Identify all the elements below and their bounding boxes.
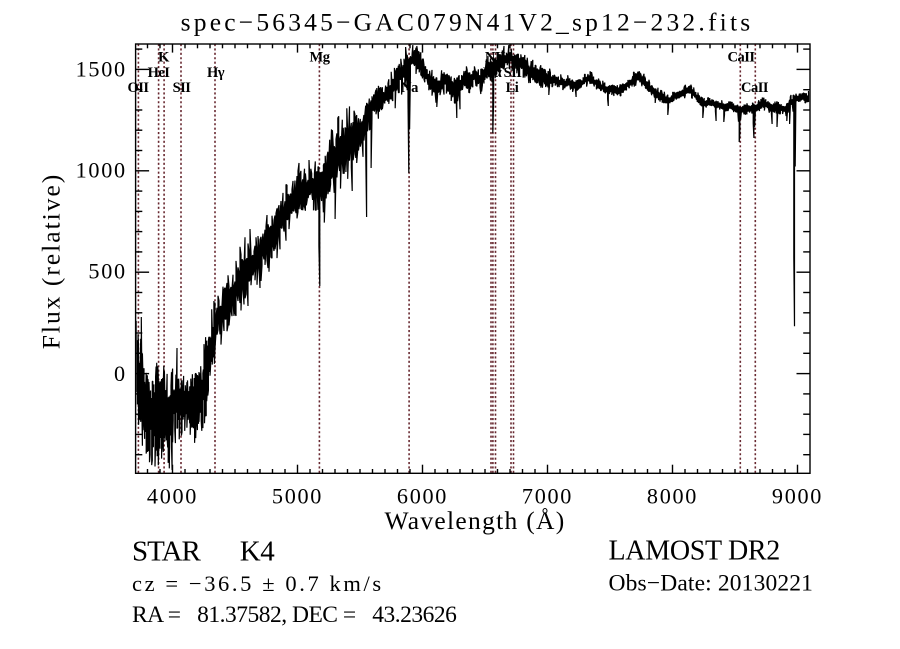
svg-text:SII: SII bbox=[504, 65, 523, 81]
svg-text:5000: 5000 bbox=[272, 484, 323, 509]
svg-text:K: K bbox=[158, 50, 170, 66]
svg-text:6000: 6000 bbox=[397, 484, 448, 509]
svg-text:Hγ: Hγ bbox=[207, 65, 225, 81]
svg-text:Hα: Hα bbox=[483, 65, 502, 81]
svg-text:Li: Li bbox=[506, 80, 519, 96]
svg-text:CaII: CaII bbox=[727, 50, 755, 66]
svg-text:LAMOST DR2: LAMOST DR2 bbox=[609, 536, 781, 567]
svg-text:Mg: Mg bbox=[310, 50, 331, 66]
svg-text:1000: 1000 bbox=[76, 157, 127, 182]
svg-text:Na: Na bbox=[401, 80, 419, 96]
svg-text:K4: K4 bbox=[240, 535, 275, 567]
svg-text:Wavelength (Å): Wavelength (Å) bbox=[384, 506, 565, 535]
svg-text:1500: 1500 bbox=[76, 57, 127, 82]
svg-text:SII: SII bbox=[173, 80, 192, 96]
svg-text:HeI: HeI bbox=[148, 65, 171, 81]
svg-text:0: 0 bbox=[114, 361, 127, 386]
svg-text:NII: NII bbox=[485, 50, 506, 66]
svg-text:STAR: STAR bbox=[132, 535, 201, 567]
svg-text:OII: OII bbox=[127, 80, 149, 96]
svg-text:cz = −36.5 ± 0.7 km/s: cz = −36.5 ± 0.7 km/s bbox=[132, 571, 384, 596]
svg-text:4000: 4000 bbox=[147, 484, 198, 509]
svg-text:7000: 7000 bbox=[522, 484, 573, 509]
svg-text:Obs−Date: 20130221: Obs−Date: 20130221 bbox=[609, 570, 814, 596]
svg-text:spec−56345−GAC079N41V2_sp12−23: spec−56345−GAC079N41V2_sp12−232.fits bbox=[181, 8, 754, 37]
svg-text:8000: 8000 bbox=[647, 484, 698, 509]
svg-text:RA = 81.37582, DEC = 43.2362: RA = 81.37582, DEC = 43.23626 bbox=[132, 602, 457, 628]
svg-text:CaII: CaII bbox=[741, 80, 769, 96]
svg-text:9000: 9000 bbox=[772, 484, 823, 509]
svg-text:Flux (relative): Flux (relative) bbox=[37, 173, 66, 350]
svg-text:500: 500 bbox=[88, 259, 126, 284]
